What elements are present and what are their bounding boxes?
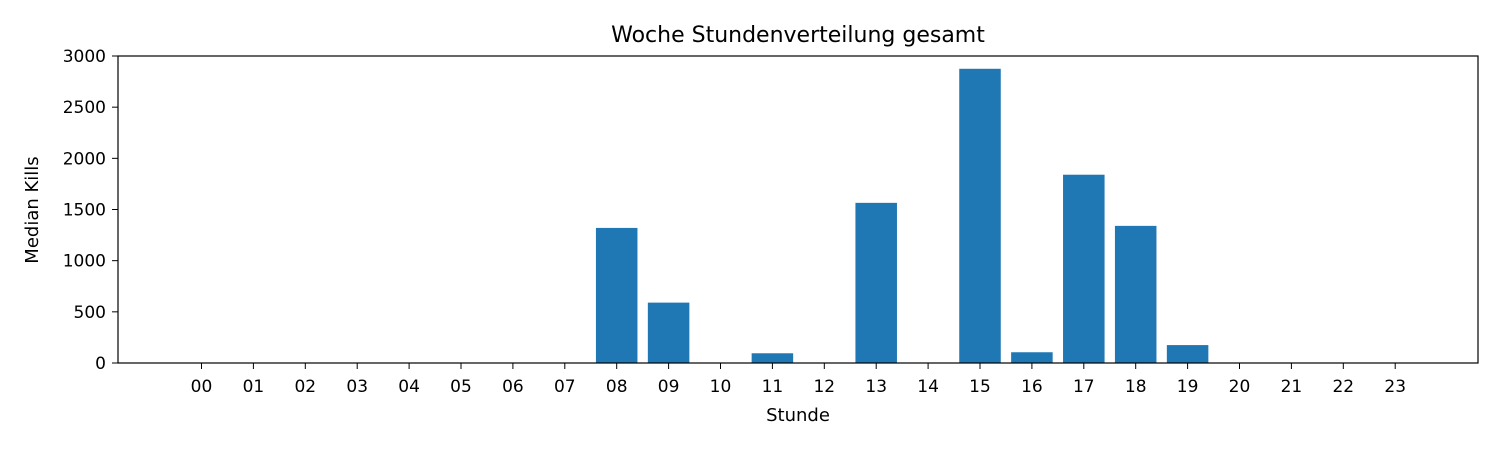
bar-08 [595, 227, 638, 363]
x-tick-label: 13 [865, 377, 887, 397]
x-tick-label: 15 [969, 377, 991, 397]
y-axis-ticks: 0 500 1000 1500 2000 2500 3000 [63, 47, 118, 374]
y-axis-label: Median Kills [22, 156, 43, 263]
x-tick-label: 00 [191, 377, 213, 397]
y-tick-label: 2000 [63, 149, 106, 169]
bar-16 [1011, 352, 1053, 363]
x-tick-label: 08 [606, 377, 628, 397]
x-axis-label: Stunde [766, 405, 830, 426]
x-tick-label: 16 [1021, 377, 1043, 397]
x-tick-label: 05 [450, 377, 472, 397]
bar-09 [647, 302, 690, 363]
x-tick-label: 11 [762, 377, 784, 397]
chart-title: Woche Stundenverteilung gesamt [611, 23, 985, 48]
bar-17 [1063, 174, 1105, 363]
x-tick-label: 23 [1384, 377, 1406, 397]
x-tick-label: 12 [813, 377, 835, 397]
x-tick-label: 06 [502, 377, 524, 397]
bar-19 [1166, 345, 1209, 363]
y-tick-label: 2500 [63, 98, 106, 118]
x-tick-label: 04 [398, 377, 420, 397]
plot-frame [117, 55, 1479, 364]
x-tick-label: 21 [1281, 377, 1303, 397]
bar-13 [855, 202, 897, 363]
x-tick-label: 10 [710, 377, 732, 397]
bar-15 [959, 68, 1001, 363]
x-tick-label: 18 [1125, 377, 1147, 397]
y-tick-label: 3000 [63, 47, 106, 67]
x-tick-label: 22 [1332, 377, 1354, 397]
bar-18 [1114, 225, 1157, 363]
x-tick-label: 03 [346, 377, 368, 397]
y-tick-label: 0 [95, 354, 106, 374]
x-tick-label: 17 [1073, 377, 1095, 397]
x-tick-label: 14 [917, 377, 939, 397]
y-tick-label: 500 [74, 303, 106, 323]
x-tick-label: 20 [1229, 377, 1251, 397]
y-tick-label: 1500 [63, 201, 106, 221]
x-axis-ticks: 00 01 02 03 04 05 06 07 08 09 10 11 12 13 14 15 16 17 18 19… [191, 363, 1406, 397]
x-tick-label: 07 [554, 377, 576, 397]
x-tick-label: 01 [243, 377, 265, 397]
x-tick-label: 02 [294, 377, 316, 397]
x-tick-label: 09 [658, 377, 680, 397]
bar-11 [751, 353, 794, 363]
bars-group [595, 68, 1209, 363]
x-tick-label: 19 [1177, 377, 1199, 397]
y-tick-label: 1000 [63, 252, 106, 272]
